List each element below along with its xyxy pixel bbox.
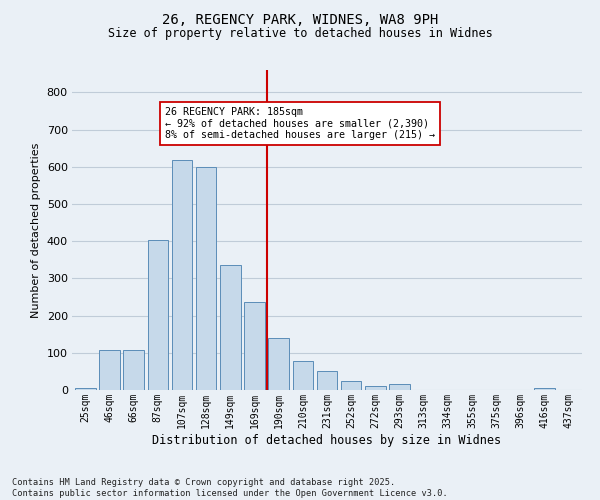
Bar bbox=[341, 380, 361, 390]
Bar bbox=[389, 384, 410, 390]
Text: Contains HM Land Registry data © Crown copyright and database right 2025.
Contai: Contains HM Land Registry data © Crown c… bbox=[12, 478, 448, 498]
Text: Size of property relative to detached houses in Widnes: Size of property relative to detached ho… bbox=[107, 28, 493, 40]
Bar bbox=[148, 240, 168, 390]
Text: 26, REGENCY PARK, WIDNES, WA8 9PH: 26, REGENCY PARK, WIDNES, WA8 9PH bbox=[162, 12, 438, 26]
Bar bbox=[534, 388, 555, 390]
Bar bbox=[268, 338, 289, 390]
Text: 26 REGENCY PARK: 185sqm
← 92% of detached houses are smaller (2,390)
8% of semi-: 26 REGENCY PARK: 185sqm ← 92% of detache… bbox=[165, 107, 435, 140]
Bar bbox=[124, 350, 144, 390]
Bar bbox=[99, 350, 120, 390]
Bar bbox=[172, 160, 192, 390]
Bar bbox=[75, 388, 95, 390]
Bar bbox=[220, 266, 241, 390]
X-axis label: Distribution of detached houses by size in Widnes: Distribution of detached houses by size … bbox=[152, 434, 502, 446]
Bar bbox=[293, 361, 313, 390]
Bar bbox=[244, 302, 265, 390]
Bar bbox=[196, 168, 217, 390]
Y-axis label: Number of detached properties: Number of detached properties bbox=[31, 142, 41, 318]
Bar bbox=[317, 372, 337, 390]
Bar bbox=[365, 386, 386, 390]
